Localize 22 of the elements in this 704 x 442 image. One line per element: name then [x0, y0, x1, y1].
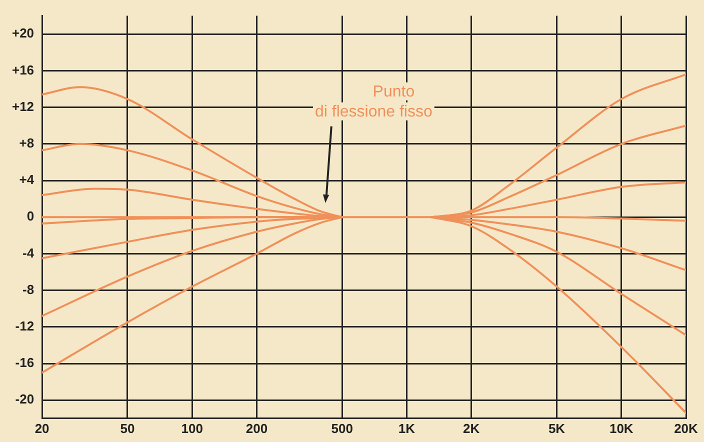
annotation: Punto di flessione fisso — [314, 83, 432, 120]
y-tick-label: +20 — [12, 26, 34, 41]
x-tick-label: 10K — [609, 420, 634, 436]
y-tick-label: -12 — [15, 318, 34, 334]
y-tick-label: 0 — [26, 208, 34, 224]
y-tick-label: -20 — [15, 392, 34, 407]
y-tick-label: +16 — [12, 62, 34, 78]
x-tick-label: 50 — [120, 420, 135, 436]
y-tick-label: +4 — [19, 172, 35, 188]
x-tick-label: 100 — [181, 420, 203, 436]
x-tick-label: 5K — [548, 420, 566, 436]
x-tick-label: 2K — [463, 420, 480, 436]
x-tick-label: 500 — [331, 420, 353, 436]
y-tick-label: -8 — [22, 282, 34, 297]
x-tick-label: 200 — [246, 420, 268, 436]
x-tick-label: 20 — [34, 420, 50, 436]
y-tick-label: -4 — [22, 245, 35, 260]
x-tick-label: 20K — [674, 420, 699, 436]
y-tick-label: -16 — [15, 355, 34, 370]
y-tick-label: +8 — [19, 135, 34, 150]
y-tick-label: +12 — [12, 98, 34, 114]
x-tick-label: 1K — [398, 420, 416, 436]
